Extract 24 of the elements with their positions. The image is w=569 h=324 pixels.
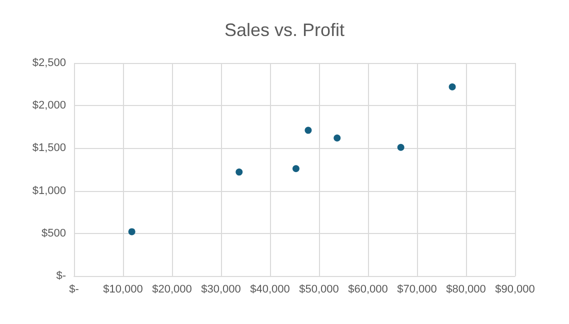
y-tick-label: $500 (42, 227, 66, 240)
point (128, 228, 136, 236)
x-tick-label: $50,000 (299, 284, 339, 296)
x-tick-label: $10,000 (103, 284, 143, 296)
y-tick-label: $- (56, 270, 66, 282)
x-tick-label: $20,000 (152, 284, 192, 296)
point (448, 83, 456, 90)
x-tick-label: $40,000 (250, 284, 290, 296)
y-tick-label: $2,500 (32, 57, 66, 69)
y-tick-label: $1,000 (32, 184, 66, 197)
y-tick-label: $1,500 (32, 142, 66, 154)
y-tick-label: $2,000 (32, 100, 66, 112)
x-tick-label: $70,000 (397, 284, 437, 296)
x-tick-label: $30,000 (201, 284, 241, 296)
point (292, 165, 300, 172)
x-tick-label: $60,000 (348, 284, 388, 296)
point (236, 168, 243, 176)
point (304, 126, 312, 134)
x-tick-label: $80,000 (446, 284, 486, 296)
x-tick-label: $- (69, 284, 80, 296)
x-tick-label: $90,000 (495, 284, 535, 296)
point (397, 144, 404, 151)
chart-title: Sales vs. Profit (224, 20, 345, 40)
point (334, 134, 341, 142)
